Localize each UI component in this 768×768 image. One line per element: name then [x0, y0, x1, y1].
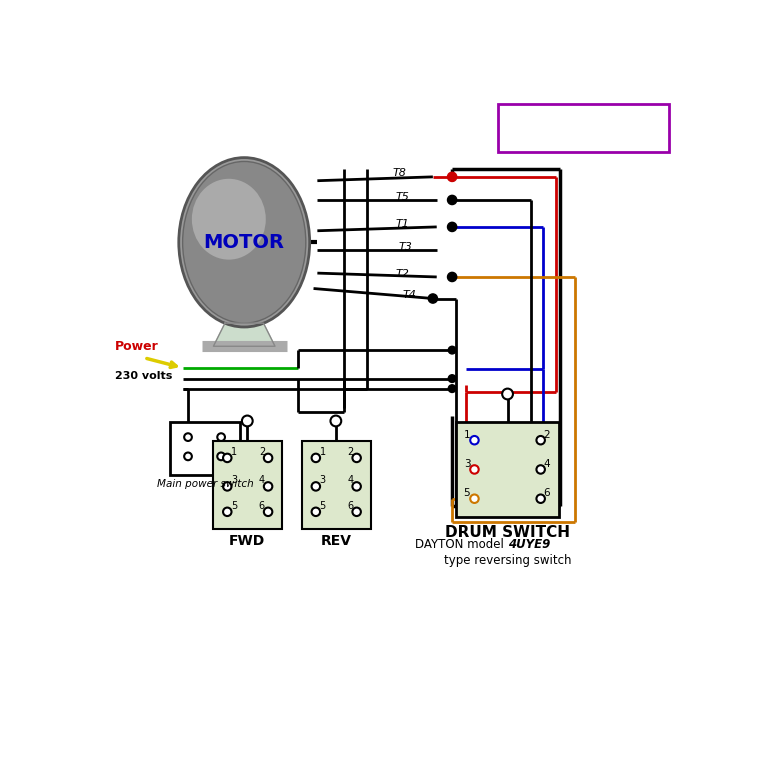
Text: T8: T8	[392, 168, 407, 178]
Text: 5: 5	[231, 501, 237, 511]
Circle shape	[223, 454, 231, 462]
Circle shape	[449, 346, 456, 354]
Circle shape	[217, 433, 225, 441]
Text: 6: 6	[347, 501, 353, 511]
Text: 3: 3	[319, 475, 326, 485]
Circle shape	[448, 172, 457, 181]
Text: Power: Power	[115, 339, 159, 353]
Text: T1: T1	[396, 219, 410, 229]
Circle shape	[312, 508, 320, 516]
Circle shape	[330, 415, 341, 426]
Circle shape	[184, 433, 192, 441]
Circle shape	[312, 454, 320, 462]
Text: T4: T4	[402, 290, 416, 300]
FancyBboxPatch shape	[214, 441, 282, 528]
FancyBboxPatch shape	[456, 422, 559, 517]
Text: 3: 3	[464, 459, 470, 469]
Text: Main power switch: Main power switch	[157, 479, 253, 489]
Text: FWD: FWD	[229, 534, 266, 548]
Text: Colors are just for easy
viewing: Colors are just for easy viewing	[515, 114, 652, 142]
Text: 6: 6	[259, 501, 265, 511]
Circle shape	[536, 436, 545, 445]
Circle shape	[242, 415, 253, 426]
Circle shape	[448, 273, 457, 282]
Text: 4: 4	[347, 475, 353, 485]
Circle shape	[448, 222, 457, 231]
Text: 2: 2	[347, 447, 353, 457]
FancyBboxPatch shape	[170, 422, 240, 475]
Circle shape	[264, 482, 273, 491]
Text: 1: 1	[319, 447, 326, 457]
Circle shape	[470, 495, 478, 503]
Text: 4: 4	[544, 459, 551, 469]
Circle shape	[470, 436, 478, 445]
Circle shape	[264, 508, 273, 516]
Circle shape	[448, 195, 457, 204]
Text: 1: 1	[464, 430, 470, 440]
Circle shape	[223, 482, 231, 491]
Text: T2: T2	[396, 269, 410, 279]
Text: 4UYE9: 4UYE9	[508, 538, 550, 551]
Ellipse shape	[183, 161, 306, 323]
Text: 2: 2	[544, 430, 551, 440]
Circle shape	[470, 465, 478, 474]
Ellipse shape	[192, 179, 266, 260]
Circle shape	[536, 465, 545, 474]
Circle shape	[223, 508, 231, 516]
Circle shape	[429, 294, 438, 303]
Text: 6: 6	[544, 488, 551, 498]
Text: DRUM SWITCH: DRUM SWITCH	[445, 525, 570, 540]
Text: 2: 2	[259, 447, 265, 457]
Text: 4: 4	[259, 475, 265, 485]
Polygon shape	[214, 323, 275, 346]
Circle shape	[502, 389, 513, 399]
Circle shape	[536, 495, 545, 503]
FancyBboxPatch shape	[302, 441, 370, 528]
Text: 5: 5	[464, 488, 470, 498]
Text: MOTOR: MOTOR	[204, 233, 285, 252]
Text: type reversing switch: type reversing switch	[444, 554, 571, 567]
Circle shape	[264, 454, 273, 462]
Text: T3: T3	[399, 242, 412, 252]
FancyBboxPatch shape	[498, 104, 669, 152]
Text: 3: 3	[231, 475, 237, 485]
Text: DAYTON model: DAYTON model	[415, 538, 508, 551]
Ellipse shape	[179, 157, 310, 327]
Circle shape	[449, 385, 456, 392]
Circle shape	[449, 375, 456, 382]
Circle shape	[184, 452, 192, 460]
Circle shape	[353, 482, 361, 491]
Text: T5: T5	[396, 192, 410, 202]
Text: 1: 1	[231, 447, 237, 457]
Circle shape	[353, 508, 361, 516]
Text: 5: 5	[319, 501, 326, 511]
Circle shape	[217, 452, 225, 460]
Circle shape	[312, 482, 320, 491]
Circle shape	[353, 454, 361, 462]
Text: REV: REV	[320, 534, 351, 548]
Text: 230 volts: 230 volts	[115, 370, 172, 380]
